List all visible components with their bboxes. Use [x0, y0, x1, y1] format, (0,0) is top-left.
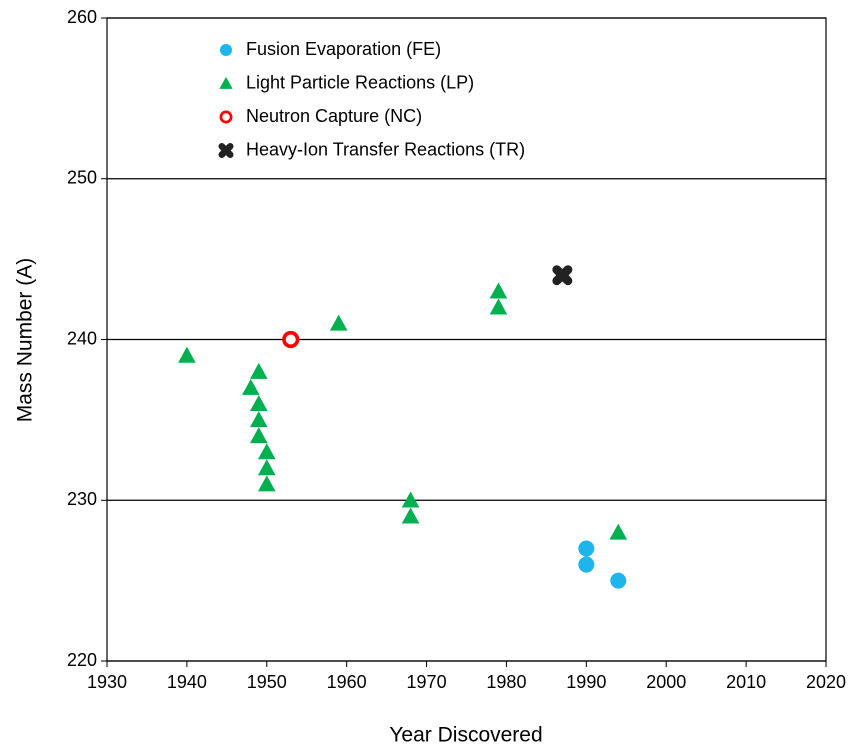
legend-marker — [219, 110, 233, 124]
data-point — [489, 298, 508, 315]
data-point — [610, 572, 627, 589]
data-point — [609, 523, 628, 540]
y-tick-label: 240 — [67, 328, 97, 348]
data-point — [178, 346, 196, 363]
x-tick-label: 1950 — [247, 672, 287, 692]
x-tick-label: 1940 — [167, 672, 207, 692]
data-point — [249, 427, 268, 444]
plot-border — [106, 17, 827, 662]
x-tick-label: 1990 — [566, 672, 606, 692]
x-tick-label: 1980 — [486, 672, 526, 692]
data-point — [257, 475, 276, 492]
legend-marker — [219, 76, 233, 89]
y-tick-label: 230 — [67, 489, 97, 509]
data-point — [282, 330, 300, 349]
y-tick-label: 260 — [67, 7, 97, 27]
legend-label: Heavy-Ion Transfer Reactions (TR) — [246, 139, 525, 159]
data-point — [329, 314, 348, 331]
data-point — [242, 378, 260, 395]
x-tick-label: 1930 — [87, 672, 127, 692]
y-tick-label: 250 — [67, 168, 97, 188]
legend-label: Neutron Capture (NC) — [246, 106, 422, 126]
data-point — [578, 540, 595, 557]
y-axis-label: Mass Number (A) — [14, 258, 37, 423]
legend-label: Fusion Evaporation (FE) — [246, 39, 441, 59]
data-point — [257, 443, 276, 460]
data-point — [249, 395, 268, 411]
x-tick-label: 2020 — [806, 672, 846, 692]
data-point — [249, 411, 268, 428]
legend-marker — [220, 44, 232, 56]
x-axis-label: Year Discovered — [389, 724, 542, 747]
data-point — [257, 459, 276, 476]
x-tick-label: 2000 — [646, 672, 686, 692]
x-tick-label: 2010 — [726, 672, 766, 692]
data-point — [401, 507, 420, 524]
legend-label: Light Particle Reactions (LP) — [246, 72, 474, 92]
data-point — [578, 556, 595, 573]
data-point — [401, 491, 420, 508]
y-tick-label: 220 — [67, 650, 97, 670]
legend-marker — [218, 143, 234, 158]
data-point — [489, 282, 508, 299]
data-point — [552, 265, 573, 286]
x-tick-label: 1970 — [407, 672, 447, 692]
x-tick-label: 1960 — [327, 672, 367, 692]
data-point — [249, 362, 268, 379]
